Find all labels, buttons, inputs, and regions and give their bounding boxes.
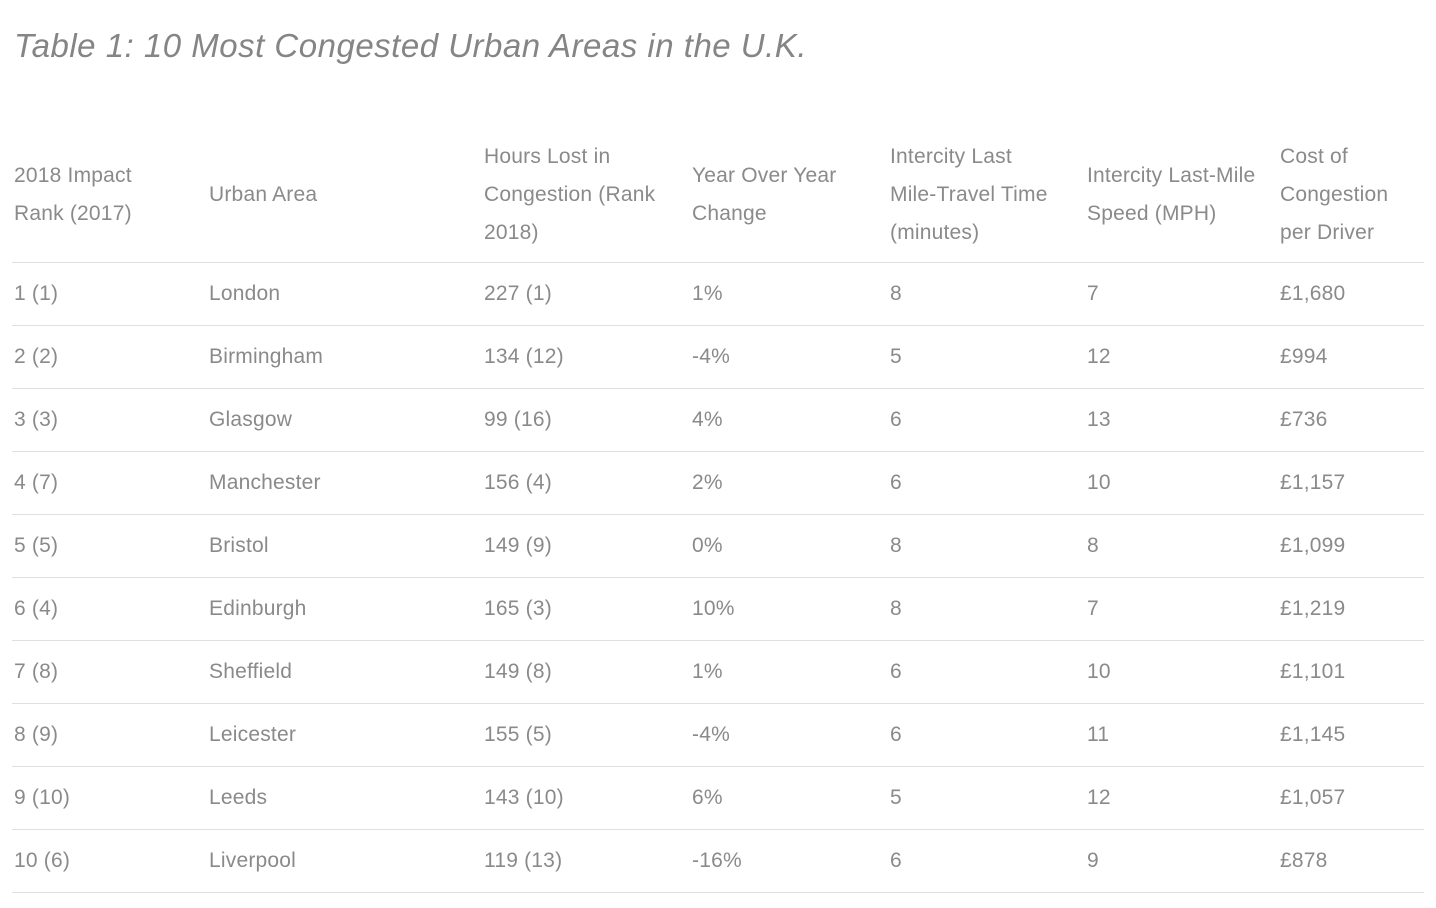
column-header: Intercity Last Mile-Travel Time (minutes… xyxy=(890,128,1087,263)
column-header: Urban Area xyxy=(209,128,484,263)
table-cell: 10 xyxy=(1087,640,1280,704)
table-row: 6 (4) Edinburgh 165 (3) 10% 8 7 £1,219 xyxy=(12,577,1424,641)
table-row: 4 (7) Manchester 156 (4) 2% 6 10 £1,157 xyxy=(12,451,1424,515)
table-cell: 4 (7) xyxy=(12,451,209,515)
table-row: 5 (5) Bristol 149 (9) 0% 8 8 £1,099 xyxy=(12,514,1424,578)
table-cell: £1,099 xyxy=(1280,514,1424,578)
table-body: 1 (1) London 227 (1) 1% 8 7 £1,680 2 (2) Birming… xyxy=(12,262,1424,893)
table-cell: 6 xyxy=(890,829,1087,893)
table-cell: London xyxy=(209,262,484,326)
table-cell: Manchester xyxy=(209,451,484,515)
table-cell: 7 xyxy=(1087,262,1280,326)
table-cell: 143 (10) xyxy=(484,766,692,830)
table-cell: 134 (12) xyxy=(484,325,692,389)
table-cell: -4% xyxy=(692,703,890,767)
table-title: Table 1: 10 Most Congested Urban Areas i… xyxy=(14,27,807,64)
column-header: Cost of Congestion per Driver xyxy=(1280,128,1424,263)
table-cell: 8 xyxy=(1087,514,1280,578)
table-cell: 8 (9) xyxy=(12,703,209,767)
column-header: Year Over Year Change xyxy=(692,128,890,263)
table-cell: 12 xyxy=(1087,766,1280,830)
table-cell: 5 xyxy=(890,766,1087,830)
table-cell: 6 (4) xyxy=(12,577,209,641)
table-cell: 227 (1) xyxy=(484,262,692,326)
table-cell: £736 xyxy=(1280,388,1424,452)
table-cell: 4% xyxy=(692,388,890,452)
table-cell: £994 xyxy=(1280,325,1424,389)
table-cell: 1% xyxy=(692,640,890,704)
table-cell: 5 xyxy=(890,325,1087,389)
table-cell: 149 (9) xyxy=(484,514,692,578)
table-cell: 119 (13) xyxy=(484,829,692,893)
table-cell: 7 xyxy=(1087,577,1280,641)
table-cell: -4% xyxy=(692,325,890,389)
table-cell: 149 (8) xyxy=(484,640,692,704)
table-cell: Liverpool xyxy=(209,829,484,893)
table-cell: 7 (8) xyxy=(12,640,209,704)
table-cell: 8 xyxy=(890,577,1087,641)
table-cell: 6 xyxy=(890,640,1087,704)
column-header: 2018 Impact Rank (2017) xyxy=(12,128,209,263)
table-cell: £1,157 xyxy=(1280,451,1424,515)
header-row: 2018 Impact Rank (2017) Urban Area Hours L… xyxy=(12,128,1424,263)
table-cell: 6 xyxy=(890,388,1087,452)
table-cell: £1,680 xyxy=(1280,262,1424,326)
table-cell: -16% xyxy=(692,829,890,893)
table-cell: 13 xyxy=(1087,388,1280,452)
table-cell: 10% xyxy=(692,577,890,641)
table-cell: 8 xyxy=(890,514,1087,578)
column-header: Hours Lost in Congestion (Rank 2018) xyxy=(484,128,692,263)
table-row: 10 (6) Liverpool 119 (13) -16% 6 9 £878 xyxy=(12,829,1424,893)
table-cell: 5 (5) xyxy=(12,514,209,578)
table-cell: 10 (6) xyxy=(12,829,209,893)
table-cell: 155 (5) xyxy=(484,703,692,767)
table-cell: Birmingham xyxy=(209,325,484,389)
table-row: 2 (2) Birmingham 134 (12) -4% 5 12 £994 xyxy=(12,325,1424,389)
table-cell: Glasgow xyxy=(209,388,484,452)
table-cell: 12 xyxy=(1087,325,1280,389)
table-cell: 8 xyxy=(890,262,1087,326)
table-cell: 6% xyxy=(692,766,890,830)
table-cell: 11 xyxy=(1087,703,1280,767)
table-row: 1 (1) London 227 (1) 1% 8 7 £1,680 xyxy=(12,262,1424,326)
table-cell: Leicester xyxy=(209,703,484,767)
table-cell: 165 (3) xyxy=(484,577,692,641)
table-cell: Edinburgh xyxy=(209,577,484,641)
table-cell: 6 xyxy=(890,703,1087,767)
table-cell: 6 xyxy=(890,451,1087,515)
table-row: 8 (9) Leicester 155 (5) -4% 6 11 £1,145 xyxy=(12,703,1424,767)
table-cell: Sheffield xyxy=(209,640,484,704)
table-cell: 9 xyxy=(1087,829,1280,893)
table-cell: 2 (2) xyxy=(12,325,209,389)
data-table: 2018 Impact Rank (2017) Urban Area Hours L… xyxy=(12,128,1424,893)
table-cell: 2% xyxy=(692,451,890,515)
table-cell: Bristol xyxy=(209,514,484,578)
table-cell: 0% xyxy=(692,514,890,578)
table-cell: 156 (4) xyxy=(484,451,692,515)
congestion-table: 2018 Impact Rank (2017) Urban Area Hours L… xyxy=(12,128,1424,893)
table-cell: £1,057 xyxy=(1280,766,1424,830)
table-cell: 9 (10) xyxy=(12,766,209,830)
column-header: Intercity Last-Mile Speed (MPH) xyxy=(1087,128,1280,263)
table-cell: 99 (16) xyxy=(484,388,692,452)
table-row: 3 (3) Glasgow 99 (16) 4% 6 13 £736 xyxy=(12,388,1424,452)
table-cell: £878 xyxy=(1280,829,1424,893)
table-cell: 10 xyxy=(1087,451,1280,515)
table-cell: 1 (1) xyxy=(12,262,209,326)
table-row: 9 (10) Leeds 143 (10) 6% 5 12 £1,057 xyxy=(12,766,1424,830)
table-cell: £1,145 xyxy=(1280,703,1424,767)
table-header: 2018 Impact Rank (2017) Urban Area Hours L… xyxy=(12,128,1424,263)
table-cell: 1% xyxy=(692,262,890,326)
table-cell: £1,101 xyxy=(1280,640,1424,704)
table-cell: 3 (3) xyxy=(12,388,209,452)
table-cell: Leeds xyxy=(209,766,484,830)
table-row: 7 (8) Sheffield 149 (8) 1% 6 10 £1,101 xyxy=(12,640,1424,704)
table-cell: £1,219 xyxy=(1280,577,1424,641)
